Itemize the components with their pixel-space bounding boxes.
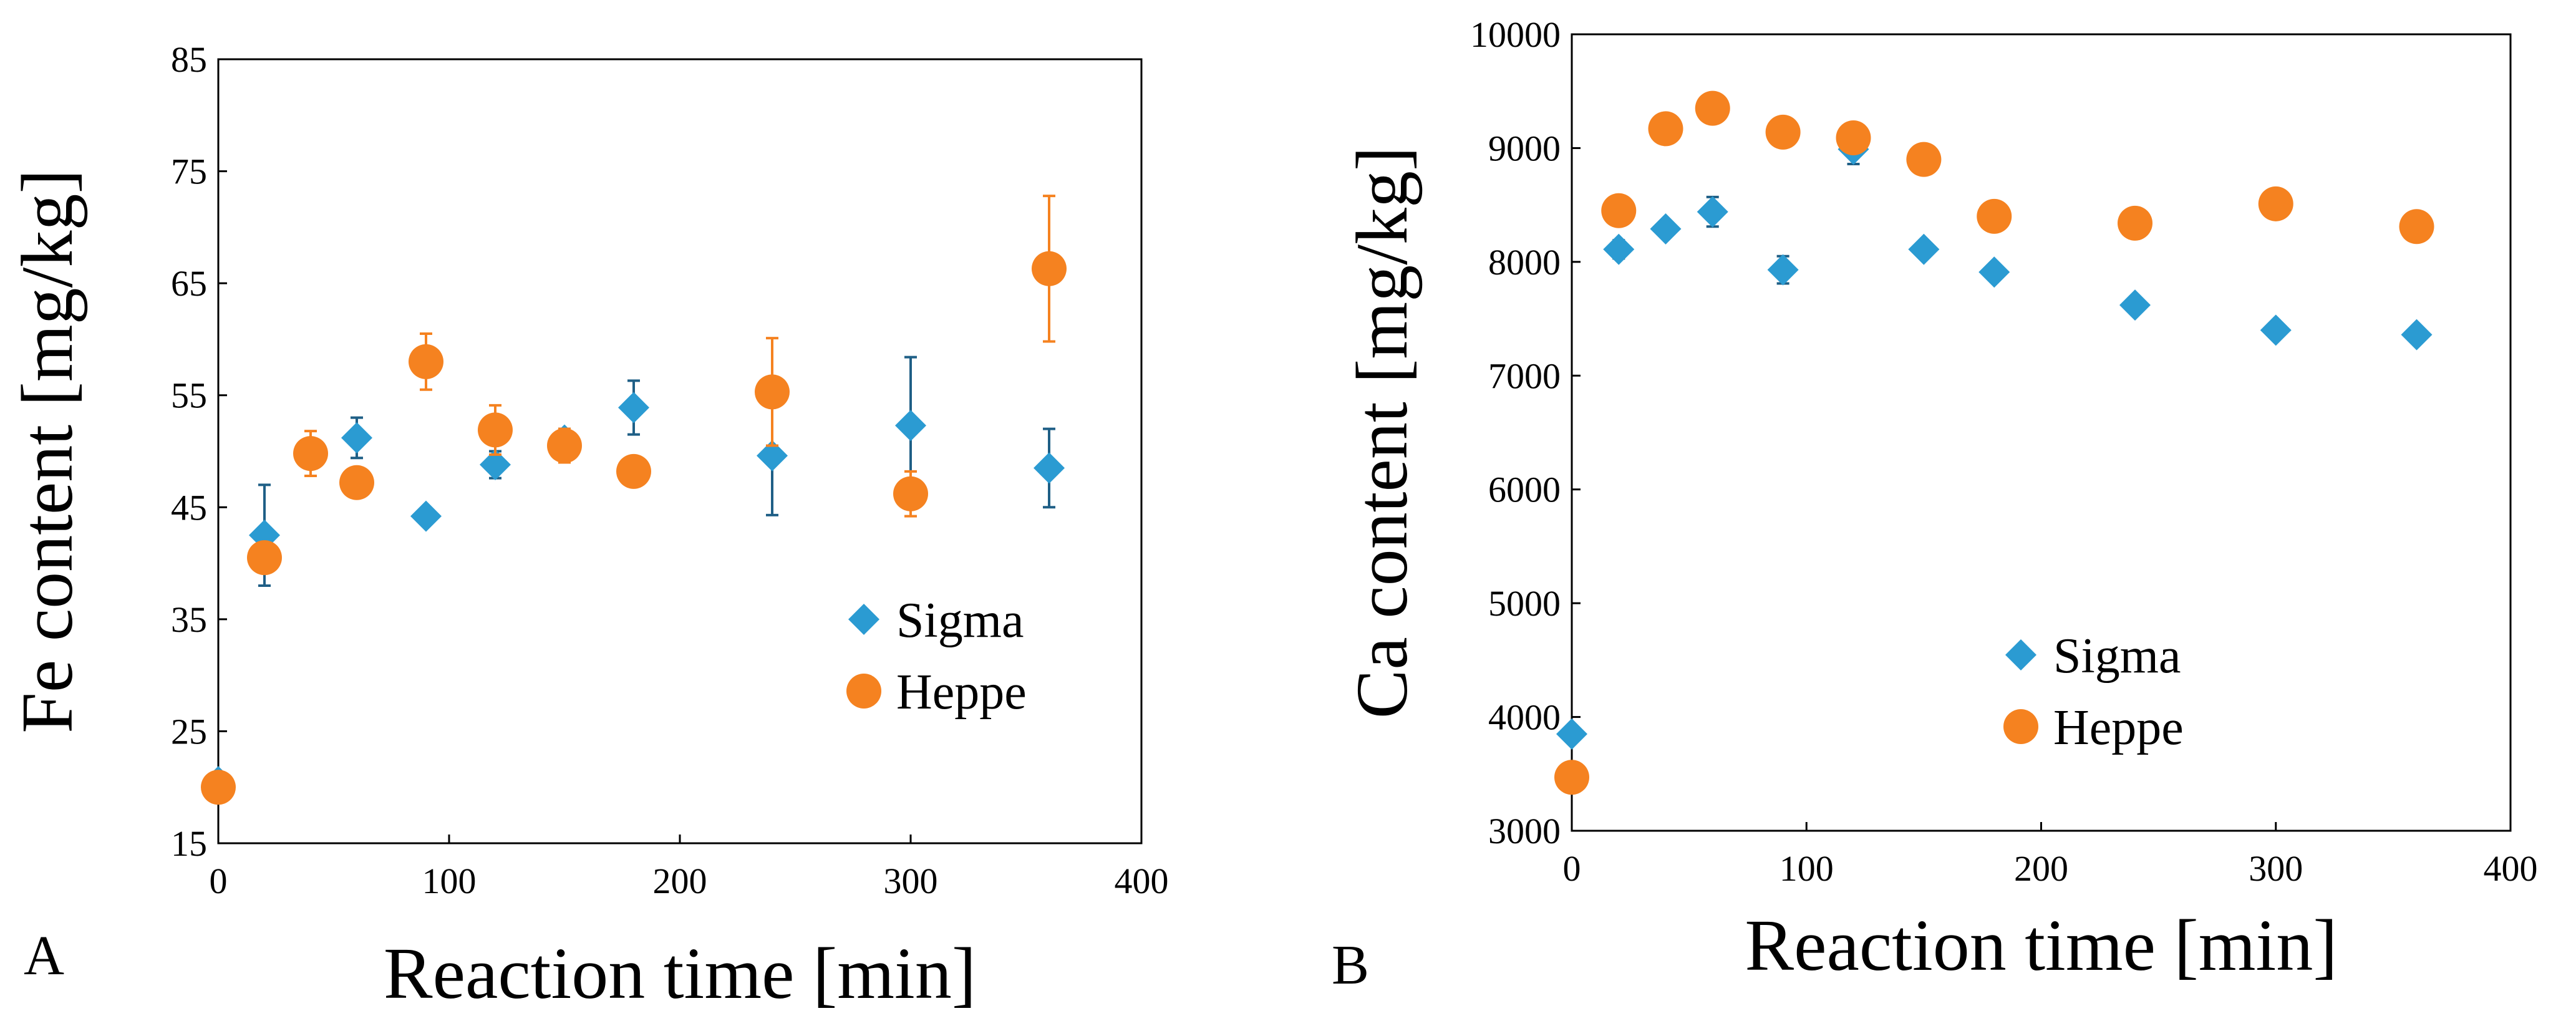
x-tick-label: 400 (1115, 861, 1169, 901)
sigma-point (1650, 213, 1682, 244)
x-tick-label: 100 (422, 861, 477, 901)
panel-label: B (1332, 934, 1369, 996)
heppe-point (247, 540, 282, 576)
sigma-point (1697, 196, 1728, 228)
sigma-point (757, 440, 788, 472)
legend-label: Sigma (896, 593, 1024, 648)
chart-panel-B (1554, 33, 2512, 832)
x-tick-label: 0 (210, 861, 228, 901)
heppe-point (893, 476, 928, 511)
sigma-point (618, 392, 649, 423)
heppe-point (1695, 90, 1730, 126)
legend-label: Heppe (2053, 700, 2184, 755)
plot-frame (1571, 33, 2512, 832)
heppe-point (2258, 186, 2293, 221)
y-tick-label: 65 (171, 263, 207, 304)
x-tick-label: 0 (1563, 848, 1581, 889)
sigma-point (2260, 314, 2292, 346)
heppe-point (1032, 251, 1067, 286)
y-axis-title: Fe content [mg/kg] (6, 169, 88, 733)
sigma-point (1908, 233, 1940, 265)
heppe-point (547, 428, 582, 463)
y-tick-label: 25 (171, 711, 207, 752)
x-axis-title: Reaction time [min] (384, 932, 976, 1014)
x-tick-label: 200 (653, 861, 707, 901)
x-axis-title: Reaction time [min] (1745, 904, 2337, 986)
legend-marker-sigma (848, 604, 879, 635)
chart-panel-A (201, 58, 1143, 844)
y-tick-label: 8000 (1488, 242, 1561, 283)
heppe-point (1601, 193, 1637, 228)
y-tick-label: 5000 (1488, 583, 1561, 624)
y-tick-label: 7000 (1488, 356, 1561, 396)
sigma-point (1978, 256, 2010, 288)
legend-label: Sigma (2053, 629, 2181, 684)
heppe-point (409, 344, 443, 379)
heppe-point (201, 770, 236, 805)
y-tick-label: 9000 (1488, 128, 1561, 168)
sigma-point (480, 449, 511, 481)
y-tick-label: 6000 (1488, 470, 1561, 510)
heppe-point (2399, 209, 2434, 244)
heppe-point (1765, 114, 1801, 150)
legend-marker-heppe (846, 674, 881, 709)
x-tick-label: 100 (1779, 848, 1834, 889)
y-tick-label: 85 (171, 39, 207, 80)
sigma-point (1556, 718, 1587, 750)
sigma-point (2119, 289, 2151, 321)
x-tick-label: 400 (2484, 848, 2538, 889)
heppe-point (478, 412, 513, 448)
y-tick-label: 35 (171, 599, 207, 640)
y-tick-label: 45 (171, 487, 207, 528)
y-axis-title: Ca content [mg/kg] (1341, 147, 1423, 719)
sigma-point (1603, 233, 1635, 265)
y-tick-label: 3000 (1488, 811, 1561, 851)
y-tick-label: 75 (171, 152, 207, 192)
sigma-point (1034, 452, 1065, 484)
heppe-point (2118, 205, 2152, 241)
legend-marker-heppe (2003, 709, 2038, 744)
x-tick-label: 300 (884, 861, 938, 901)
x-tick-label: 300 (2249, 848, 2303, 889)
y-tick-label: 15 (171, 823, 207, 864)
heppe-point (339, 465, 374, 500)
sigma-point (341, 422, 372, 453)
legend-label: Heppe (896, 665, 1027, 720)
heppe-point (1554, 760, 1589, 795)
sigma-point (2401, 319, 2433, 351)
legend-marker-sigma (2005, 639, 2036, 670)
x-tick-label: 200 (2014, 848, 2068, 889)
heppe-point (1977, 198, 2012, 234)
y-tick-label: 10000 (1470, 14, 1561, 55)
heppe-point (1836, 120, 1871, 156)
sigma-point (895, 410, 926, 442)
y-tick-label: 4000 (1488, 697, 1561, 738)
heppe-point (616, 453, 651, 489)
heppe-point (1906, 142, 1942, 177)
heppe-point (293, 436, 328, 472)
heppe-point (1648, 111, 1683, 147)
y-tick-label: 55 (171, 375, 207, 416)
sigma-point (1767, 254, 1799, 286)
sigma-point (410, 500, 442, 532)
panel-label: A (24, 925, 64, 987)
heppe-point (755, 374, 790, 410)
